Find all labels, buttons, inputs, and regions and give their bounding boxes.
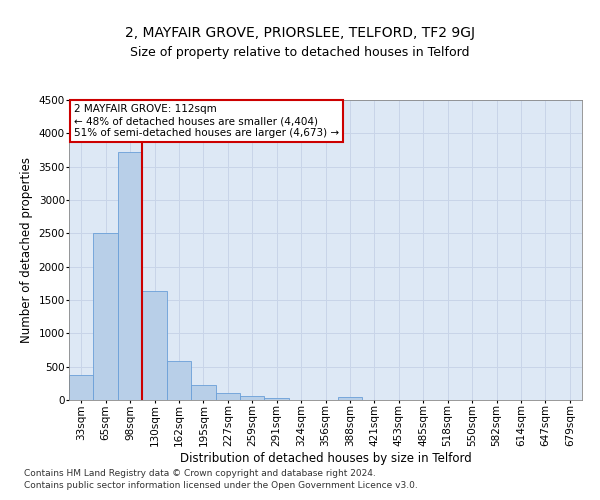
Text: Size of property relative to detached houses in Telford: Size of property relative to detached ho… <box>130 46 470 59</box>
Y-axis label: Number of detached properties: Number of detached properties <box>20 157 33 343</box>
Text: 2 MAYFAIR GROVE: 112sqm
← 48% of detached houses are smaller (4,404)
51% of semi: 2 MAYFAIR GROVE: 112sqm ← 48% of detache… <box>74 104 339 138</box>
Bar <box>191 384 215 400</box>
Bar <box>215 393 240 400</box>
X-axis label: Distribution of detached houses by size in Telford: Distribution of detached houses by size … <box>179 452 472 465</box>
Bar <box>338 396 362 400</box>
Bar <box>69 376 94 400</box>
Bar <box>118 152 142 400</box>
Text: 2, MAYFAIR GROVE, PRIORSLEE, TELFORD, TF2 9GJ: 2, MAYFAIR GROVE, PRIORSLEE, TELFORD, TF… <box>125 26 475 40</box>
Bar <box>94 234 118 400</box>
Bar <box>265 398 289 400</box>
Bar <box>240 396 265 400</box>
Bar <box>167 362 191 400</box>
Bar <box>142 292 167 400</box>
Text: Contains public sector information licensed under the Open Government Licence v3: Contains public sector information licen… <box>24 482 418 490</box>
Text: Contains HM Land Registry data © Crown copyright and database right 2024.: Contains HM Land Registry data © Crown c… <box>24 470 376 478</box>
